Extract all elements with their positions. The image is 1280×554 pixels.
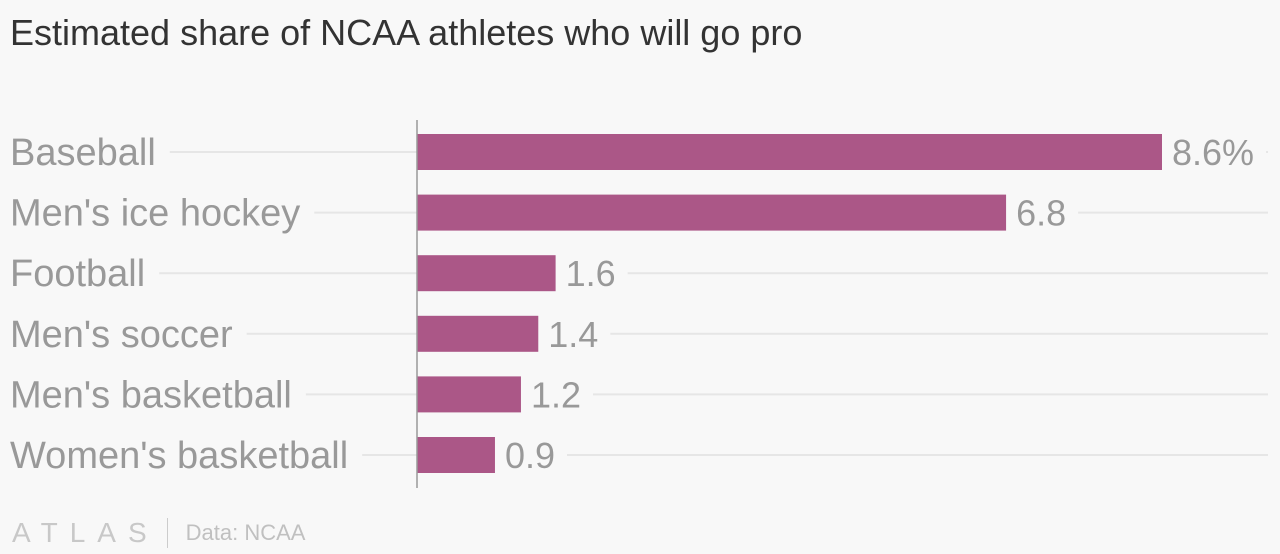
category-label: Men's basketball: [10, 374, 292, 416]
value-label: 6.8: [1016, 193, 1066, 234]
bar: [417, 194, 1007, 231]
atlas-logo: ATLAS: [12, 517, 159, 548]
source-label: Data: NCAA: [185, 520, 306, 545]
category-label: Men's ice hockey: [10, 193, 300, 235]
value-labels: 8.6% 6.8 1.6 1.4 1.2 0.9: [505, 132, 1254, 476]
value-label: 1.6: [566, 253, 616, 294]
value-label: 1.2: [531, 374, 581, 415]
value-label: 8.6%: [1172, 132, 1254, 173]
footer: ATLAS Data: NCAA: [12, 516, 305, 550]
bar-chart: Baseball Men's ice hockey Football Men's so…: [10, 120, 1268, 488]
value-label: 1.4: [548, 314, 598, 355]
bar: [417, 255, 556, 292]
bar: [417, 134, 1162, 170]
footer-separator: [166, 518, 168, 548]
value-label: 0.9: [505, 435, 555, 476]
bar: [417, 315, 539, 352]
bar: [417, 437, 495, 473]
category-label: Baseball: [10, 132, 156, 174]
category-labels: Baseball Men's ice hockey Football Men's so…: [10, 132, 348, 477]
category-label: Football: [10, 253, 145, 295]
chart-title: Estimated share of NCAA athletes who wil…: [10, 12, 803, 53]
category-label: Women's basketball: [10, 435, 348, 477]
grid-lines: [159, 151, 1268, 456]
category-label: Men's soccer: [10, 314, 233, 356]
bar: [417, 376, 521, 413]
bars: [417, 134, 1162, 473]
